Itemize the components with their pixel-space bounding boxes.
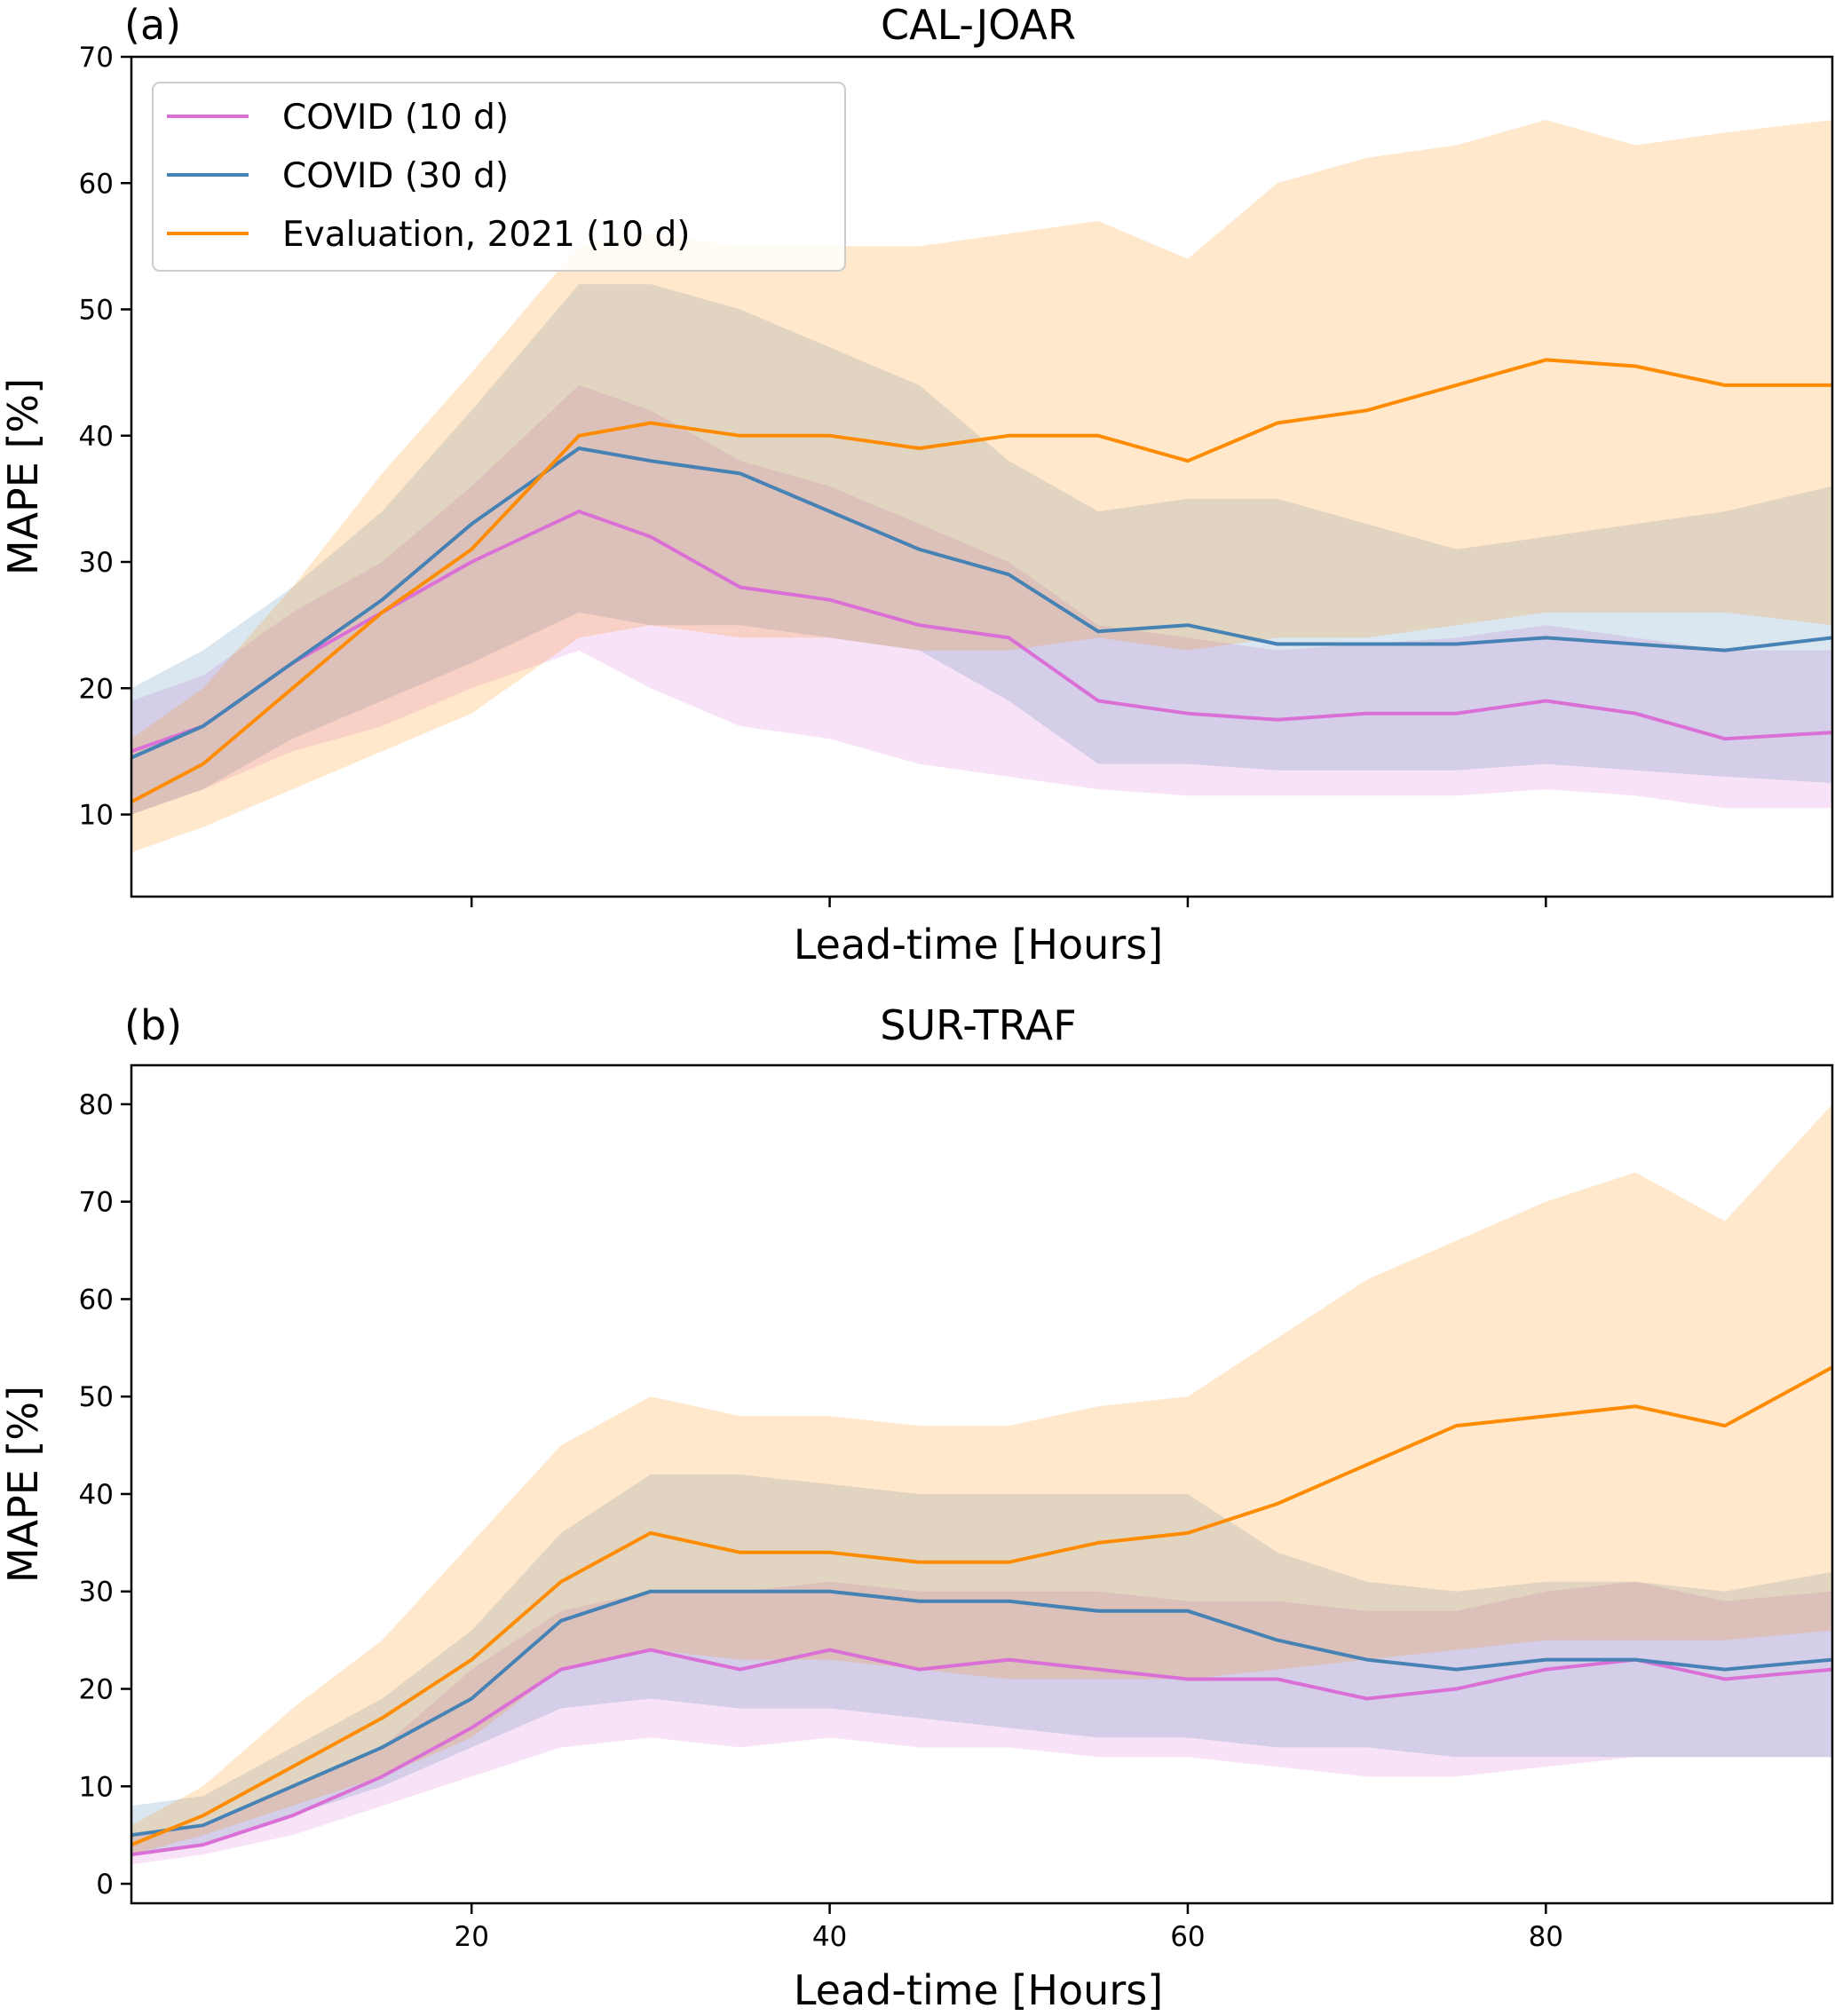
- panel-b-y-tick-label-50: 50: [79, 1381, 114, 1413]
- panel-b-y-ticks: 0 10 20 30 40 50 60 70 80: [79, 1089, 131, 1901]
- panel-b-line-evaluation-2021-10-d: [131, 1365, 1833, 1846]
- legend: COVID (10 d) COVID (30 d) Evaluation, 20…: [152, 82, 846, 272]
- panel-a-y-tick-label-10: 10: [79, 800, 114, 832]
- panel-b-y-tick-label-0: 0: [96, 1869, 114, 1901]
- panel-a-y-tick-label-40: 40: [79, 421, 114, 453]
- legend-label-covid-10d: COVID (10 d): [282, 98, 509, 138]
- panel-b-band-series-3: [131, 1103, 1832, 1855]
- panel-b-y-tick-label-40: 40: [79, 1479, 114, 1511]
- panel-a: (a) CAL-JOAR 10 20 30 40 50 60 70 MAPE [%] Lea…: [0, 1, 1834, 968]
- panel-b-y-tick-label-30: 30: [79, 1577, 114, 1609]
- panel-a-band-evaluation-2021-10-d: [131, 120, 1832, 853]
- panel-a-letter: (a): [124, 1, 181, 49]
- panel-a-y-ticks: 10 20 30 40 50 60 70: [79, 42, 131, 832]
- panel-b-y-axis-label: MAPE [%]: [0, 1386, 47, 1583]
- legend-box: [152, 82, 846, 272]
- panel-b-x-ticks: 20 40 60 80: [454, 1903, 1563, 1953]
- panel-b-letter: (b): [124, 1001, 182, 1049]
- panel-b-band-covid-30-d: [131, 1474, 1832, 1855]
- panel-a-line-evaluation-2021-10-d: [131, 358, 1832, 804]
- panel-a-line-covid-30-d: [131, 447, 1833, 760]
- panel-a-frame: [130, 55, 1834, 898]
- panel-b-y-tick-label-60: 60: [79, 1284, 114, 1316]
- legend-label-evaluation-2021: Evaluation, 2021 (10 d): [282, 215, 690, 255]
- panel-b-band-covid-10-d: [131, 1581, 1832, 1865]
- panel-b-y-tick-label-70: 70: [79, 1187, 114, 1219]
- panel-b-line-covid-10-d: [131, 1648, 1833, 1857]
- panel-a-lines: [131, 358, 1833, 804]
- panel-a-y-tick-label-30: 30: [79, 547, 114, 579]
- panel-b-lines: [131, 1365, 1833, 1857]
- panel-b-x-tick-label-20: 20: [454, 1921, 488, 1953]
- panel-a-band-covid-10-d: [131, 384, 1832, 815]
- panel-b-y-tick-label-80: 80: [79, 1089, 114, 1121]
- panel-a-title: CAL-JOAR: [881, 1, 1076, 49]
- panel-b-frame: [130, 1063, 1834, 1905]
- panel-a-y-tick-label-20: 20: [79, 673, 114, 705]
- panel-a-bands: [131, 120, 1832, 853]
- panel-b-line-covid-30-d: [131, 1589, 1833, 1838]
- panel-b-title: SUR-TRAF: [880, 1001, 1076, 1049]
- panel-b-x-tick-label-80: 80: [1529, 1921, 1563, 1953]
- legend-label-covid-30d: COVID (30 d): [282, 156, 509, 196]
- panel-a-x-ticks: [470, 897, 1547, 907]
- panel-b-y-tick-label-10: 10: [79, 1771, 114, 1803]
- panel-b-y-tick-label-20: 20: [79, 1674, 114, 1706]
- panel-a-y-tick-label-60: 60: [79, 168, 114, 200]
- panel-a-y-axis-label: MAPE [%]: [0, 378, 47, 575]
- panel-a-y-tick-label-70: 70: [79, 42, 114, 74]
- panel-b-x-tick-label-40: 40: [812, 1921, 847, 1953]
- panel-a-x-axis-label: Lead-time [Hours]: [794, 921, 1163, 968]
- panel-b-x-axis-label: Lead-time [Hours]: [794, 1966, 1163, 2014]
- panel-b-bands: [131, 1103, 1832, 1865]
- panel-a-band-covid-30-d: [131, 284, 1832, 815]
- panel-b-x-tick-label-60: 60: [1170, 1921, 1205, 1953]
- panel-a-y-tick-label-50: 50: [79, 295, 114, 327]
